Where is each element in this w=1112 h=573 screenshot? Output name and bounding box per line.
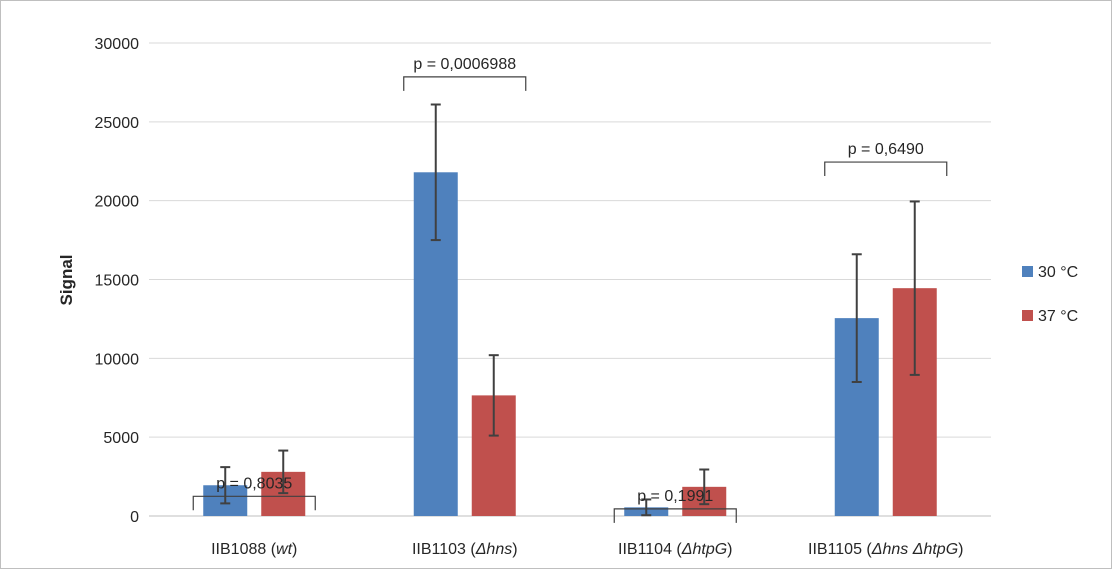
category-paren: ) [292,541,297,558]
legend-label: 37 °C [1038,308,1078,325]
significance-bracket [613,508,737,523]
p-value-annotations: p = 0,8035 p = 0,0006988 p = 0,1991 p = 0,6… [192,56,948,523]
y-axis-label: Signal [57,254,76,305]
significance-bracket [824,161,948,177]
category-genotype: ΔhtpG [681,541,727,558]
category-name: IIB1088 ( [211,541,277,558]
y-axis-ticks: 0 5000 10000 15000 20000 25000 30000 [95,36,140,526]
y-tick-label: 30000 [95,36,140,53]
category-paren: ) [727,541,732,558]
legend-label: 30 °C [1038,264,1078,281]
x-category-label: IIB1088 (wt) [211,541,297,558]
p-value-label: p = 0,1991 [637,488,713,505]
x-category-label: IIB1104 (ΔhtpG) [618,541,733,558]
p-value-label: p = 0,6490 [848,141,924,158]
x-category-label: IIB1103 (Δhns) [412,541,518,558]
y-tick-label: 0 [130,509,139,526]
category-name: IIB1104 ( [618,541,682,558]
error-bars [220,103,920,517]
category-name: IIB1103 ( [412,541,476,558]
x-axis-categories: IIB1088 (wt) IIB1103 (Δhns) IIB1104 (ΔhtpG… [211,541,963,558]
category-name: IIB1105 ( [808,541,872,558]
category-paren: ) [958,541,963,558]
p-value-label: p = 0,0006988 [413,56,516,73]
bars [203,172,937,516]
y-tick-label: 10000 [95,351,140,368]
category-genotype: Δhns [475,541,513,558]
significance-bracket [192,495,316,511]
category-genotype: Δhns ΔhtpG [871,541,958,558]
x-category-label: IIB1105 (Δhns ΔhtpG) [808,541,963,558]
significance-bracket [403,76,527,91]
legend-swatch [1022,310,1033,321]
y-tick-label: 15000 [95,273,140,290]
y-tick-label: 5000 [103,430,139,447]
y-tick-label: 25000 [95,115,140,132]
gridlines [149,42,991,517]
category-paren: ) [512,541,517,558]
legend: 30 °C 37 °C [1022,264,1078,325]
category-genotype: wt [276,541,293,558]
y-tick-label: 20000 [95,194,140,211]
legend-swatch [1022,266,1033,277]
p-value-label: p = 0,8035 [216,475,292,492]
